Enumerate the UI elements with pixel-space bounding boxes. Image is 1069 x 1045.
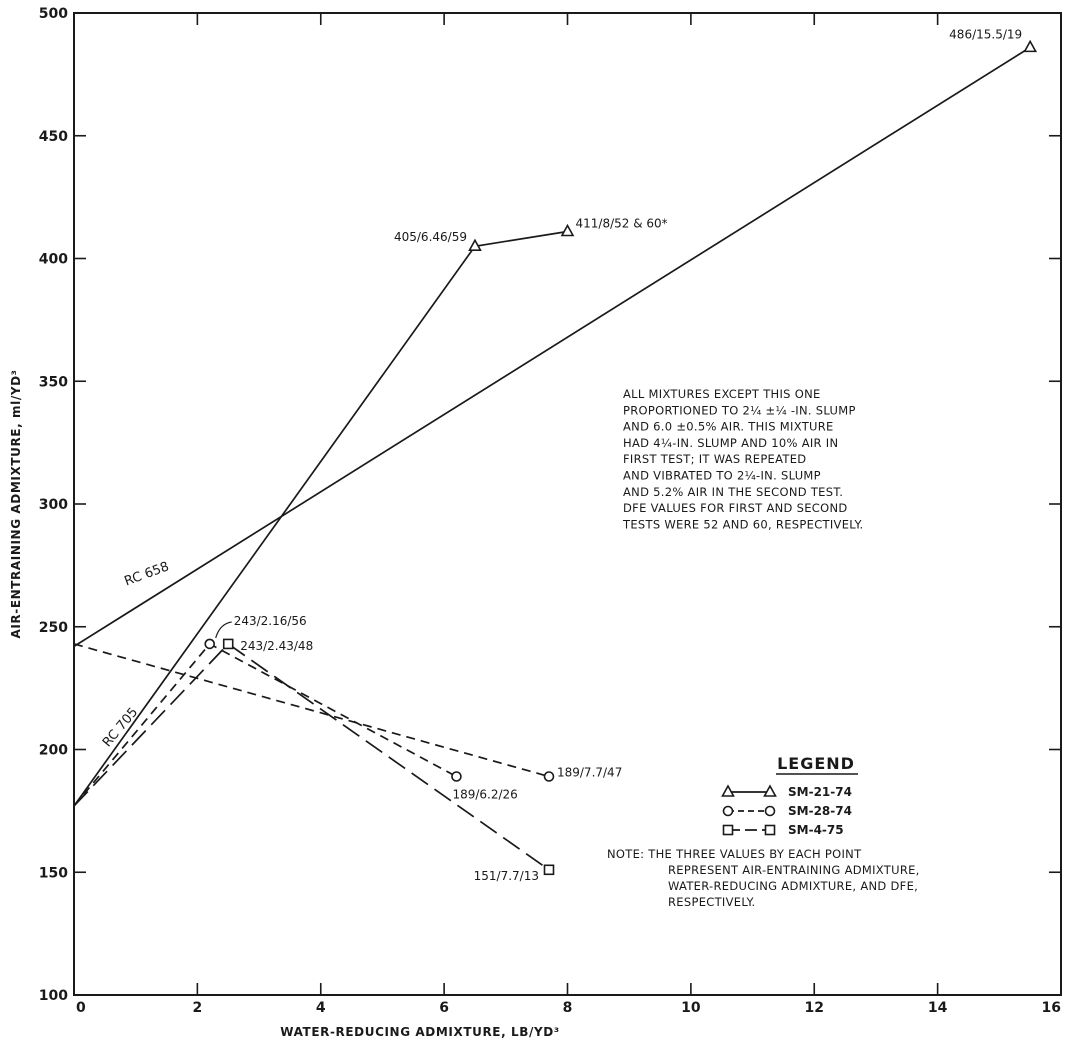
note-line: RESPECTIVELY. [668, 895, 755, 909]
annotation-line: AND 5.2% AIR IN THE SECOND TEST. [623, 485, 843, 499]
annotation-line: ALL MIXTURES EXCEPT THIS ONE [623, 387, 821, 401]
plot-frame [73, 12, 1062, 996]
legend-marker-start [722, 805, 734, 817]
y-tick-label: 300 [39, 497, 68, 513]
note-line: NOTE: THE THREE VALUES BY EACH POINT [607, 847, 862, 861]
y-tick-label: 100 [39, 988, 68, 1004]
legend: LEGEND SM-21-74 SM-28-74 SM-4-75 [721, 754, 858, 837]
point-label: 486/15.5/19 [949, 27, 1022, 41]
legend-label: SM-28-74 [788, 804, 852, 818]
legend-marker-start [722, 824, 734, 836]
legend-marker-end [764, 824, 776, 836]
annotation-line: PROPORTIONED TO 2¼ ±¼ -IN. SLUMP [623, 403, 856, 417]
data-point-circle [204, 638, 216, 650]
legend-marker-end [764, 805, 776, 817]
note-line: WATER-REDUCING ADMIXTURE, AND DFE, [668, 879, 918, 893]
data-point-triangle [560, 223, 575, 237]
point-label: 411/8/52 & 60* [576, 216, 668, 230]
x-tick-label: 2 [193, 1000, 203, 1016]
annotation-line: FIRST TEST; IT WAS REPEATED [623, 452, 806, 466]
y-tick-label: 200 [39, 743, 68, 759]
point-label: 405/6.46/59 [394, 230, 467, 244]
series-line-sm-28-74 [73, 643, 550, 778]
y-tick-label: 350 [39, 374, 68, 390]
note: NOTE: THE THREE VALUES BY EACH POINT REPR… [607, 847, 920, 909]
annotation-line: HAD 4¼-IN. SLUMP AND 10% AIR IN [623, 436, 838, 450]
x-tick-label: 4 [316, 1000, 326, 1016]
annotation-line: AND 6.0 ±0.5% AIR. THIS MIXTURE [623, 420, 834, 434]
y-tick-label: 150 [39, 865, 68, 881]
y-tick-label: 450 [39, 129, 68, 145]
note-line: REPRESENT AIR-ENTRAINING ADMIXTURE, [668, 863, 920, 877]
y-tick-label: 400 [39, 252, 68, 268]
data-point-circle [543, 771, 555, 782]
x-tick-label: 6 [439, 1000, 449, 1016]
legend-marker-end [763, 784, 777, 797]
series-line-sm-21-74 [73, 230, 568, 807]
data-point-square [222, 638, 234, 650]
annotation-line: TESTS WERE 52 AND 60, RESPECTIVELY. [622, 517, 863, 531]
series-line-sm-4-75 [73, 642, 550, 871]
label-leader-line [215, 621, 232, 639]
line-label: RC 658 [122, 559, 171, 589]
x-tick-label: 14 [928, 1000, 948, 1016]
y-axis-title: AIR-ENTRAINING ADMIXTURE, ml/YD³ [9, 369, 23, 638]
point-label: 243/2.16/56 [234, 614, 307, 628]
x-tick-label: 12 [805, 1000, 824, 1016]
legend-label: SM-4-75 [788, 823, 844, 837]
x-tick-label: 10 [681, 1000, 701, 1016]
data-point-square [543, 864, 555, 876]
x-axis-title: WATER-REDUCING ADMIXTURE, LB/YD³ [280, 1025, 559, 1039]
y-tick-label: 250 [39, 620, 68, 636]
legend-marker-start [721, 784, 735, 797]
data-point-triangle [1023, 39, 1038, 53]
x-tick-label: 16 [1042, 1000, 1061, 1016]
x-tick-label: 8 [563, 1000, 573, 1016]
data-point-triangle [468, 238, 482, 252]
legend-title: LEGEND [777, 754, 855, 773]
annotation-line: DFE VALUES FOR FIRST AND SECOND [623, 501, 848, 515]
point-label: 189/6.2/26 [452, 788, 517, 802]
y-tick-label: 500 [39, 6, 68, 22]
x-tick-label: 0 [76, 1000, 86, 1016]
annotation-box: ALL MIXTURES EXCEPT THIS ONE PROPORTIONED… [622, 387, 863, 531]
series-line-sm-21-74 [73, 46, 1031, 648]
annotation-line: AND VIBRATED TO 2¼-IN. SLUMP [623, 469, 821, 483]
line-label: RC 705 [100, 705, 141, 750]
point-label: 151/7.7/13 [474, 869, 539, 883]
point-label: 243/2.43/48 [240, 639, 313, 653]
point-label: 189/7.7/47 [557, 766, 622, 780]
data-point-circle [451, 771, 462, 782]
legend-label: SM-21-74 [788, 785, 852, 799]
